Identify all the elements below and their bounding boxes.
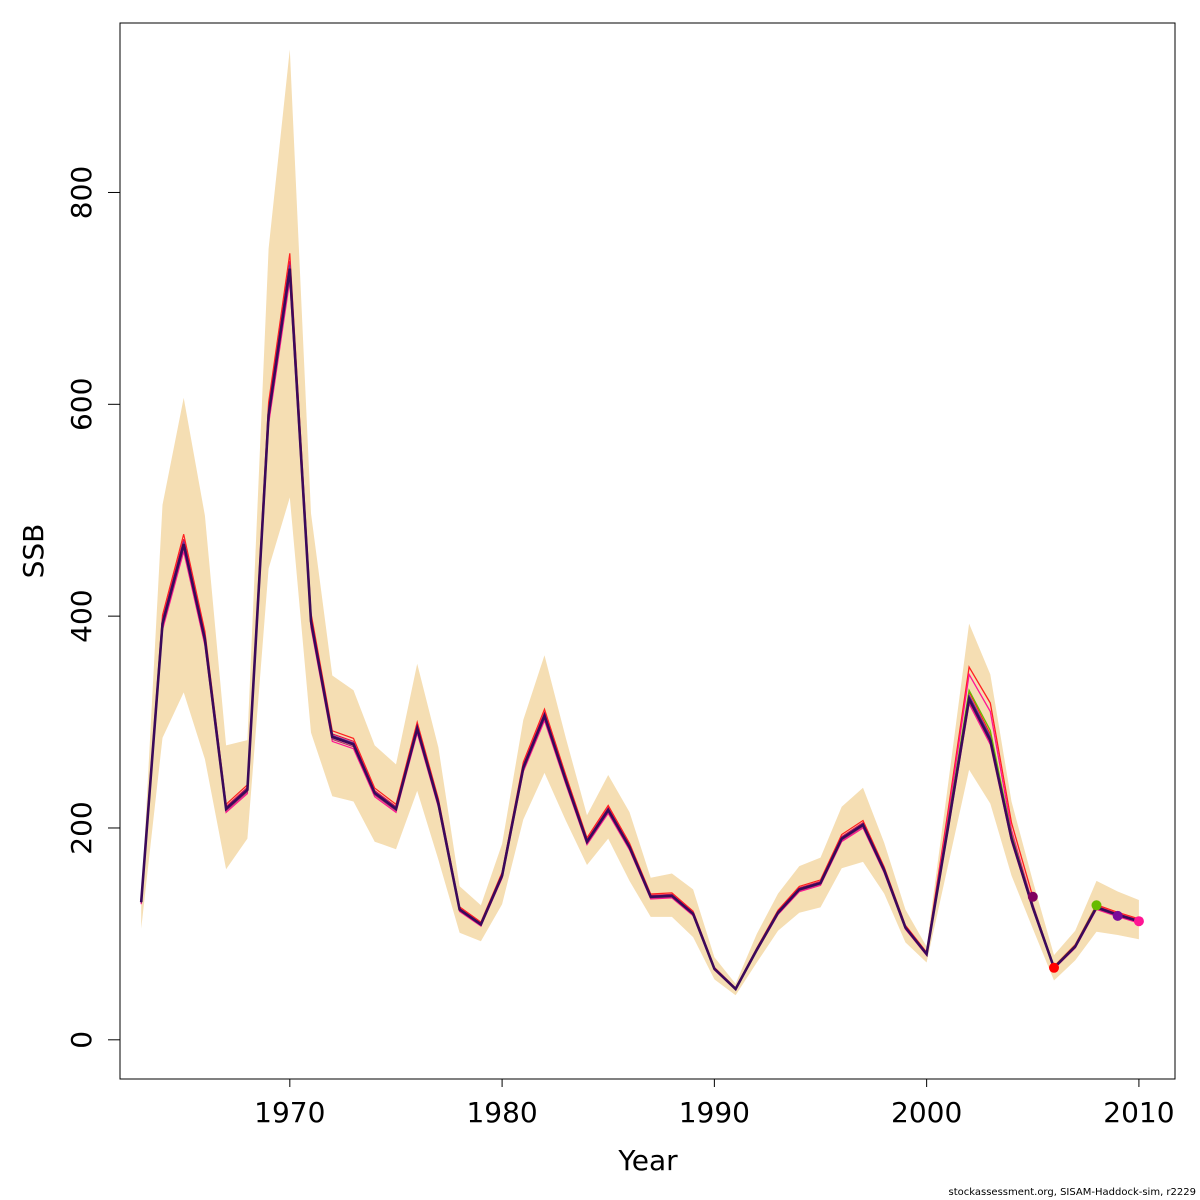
endpoint-2006 xyxy=(1049,962,1059,973)
footer-credit: stockassessment.org, SISAM-Haddock-sim, … xyxy=(948,1187,1197,1198)
x-tick-label-2000: 2000 xyxy=(891,1096,962,1129)
plot-frame xyxy=(119,22,1176,1080)
endpoint-2005 xyxy=(1027,891,1038,902)
x-axis: 1970 1980 1990 2000 2010 xyxy=(254,1079,1175,1129)
y-axis: 0 200 400 600 800 xyxy=(65,166,120,1049)
y-tick-label-800: 800 xyxy=(65,166,98,219)
endpoint-2010 xyxy=(1133,916,1144,927)
ssb-main-line xyxy=(139,268,1140,992)
x-tick-label-2010: 2010 xyxy=(1103,1096,1174,1129)
y-tick-label-600: 600 xyxy=(65,378,98,431)
series-line-layer xyxy=(139,253,1140,992)
y-tick-label-0: 0 xyxy=(65,1031,98,1049)
y-tick-label-400: 400 xyxy=(65,589,98,642)
y-tick-label-200: 200 xyxy=(65,801,98,854)
y-axis-label: SSB xyxy=(17,524,50,579)
x-tick-label-1990: 1990 xyxy=(679,1096,750,1129)
x-tick-label-1980: 1980 xyxy=(466,1096,537,1129)
x-axis-label: Year xyxy=(617,1144,678,1177)
endpoint-2009 xyxy=(1112,910,1123,921)
x-tick-label-1970: 1970 xyxy=(254,1096,325,1129)
endpoint-layer xyxy=(1027,891,1144,973)
endpoint-2008 xyxy=(1091,900,1102,911)
